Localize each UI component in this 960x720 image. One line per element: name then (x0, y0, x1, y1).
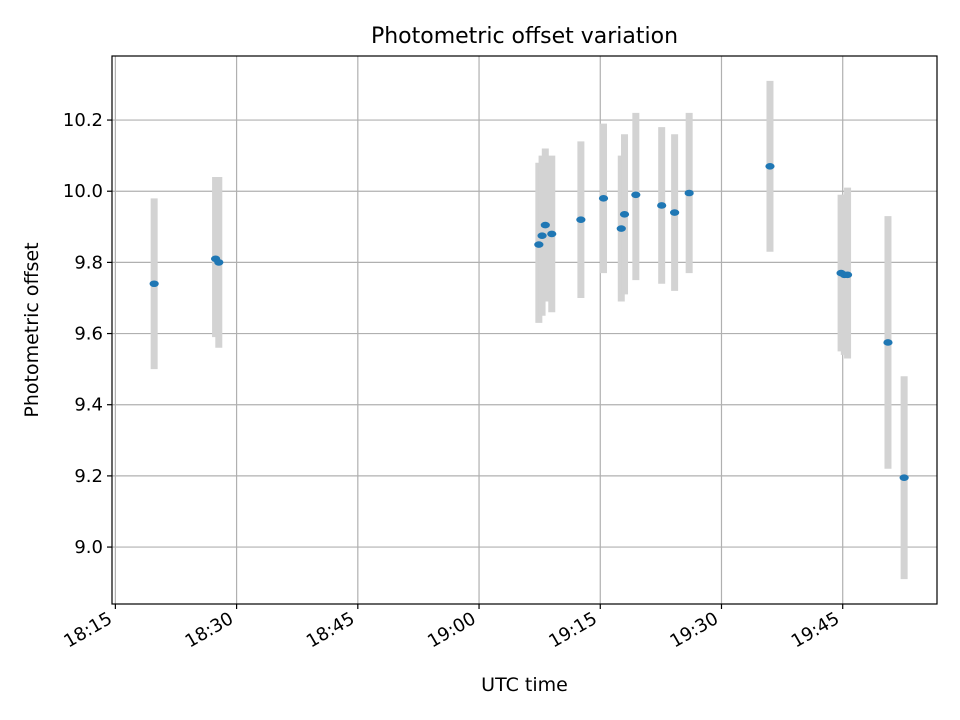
x-axis-label: UTC time (481, 674, 568, 696)
data-point (619, 211, 630, 218)
y-tick-label: 9.0 (74, 537, 103, 558)
chart-title: Photometric offset variation (371, 24, 678, 49)
y-tick-label: 9.2 (74, 466, 103, 487)
data-point (684, 189, 694, 197)
data-point (616, 225, 626, 232)
data-point (657, 202, 667, 209)
data-point (598, 195, 609, 202)
data-point (534, 241, 544, 248)
data-point (149, 280, 159, 288)
data-point (899, 474, 909, 481)
y-axis-ticks: 9.0 9.2 9.4 9.6 9.8 10.0 10.2 (63, 110, 112, 558)
data-point (214, 259, 224, 266)
data-point (883, 339, 893, 346)
y-axis-label: Photometric offset (21, 242, 43, 417)
data-point (670, 209, 680, 216)
data-point (576, 216, 586, 223)
y-tick-label: 10.0 (63, 181, 103, 202)
y-tick-label: 9.4 (74, 395, 103, 416)
plot-frame (111, 55, 938, 605)
data-point (547, 230, 557, 238)
data-point (765, 163, 775, 170)
data-point (540, 221, 550, 229)
data-points (149, 163, 909, 481)
data-point (631, 191, 641, 199)
data-point (842, 271, 853, 279)
y-tick-label: 9.6 (74, 324, 103, 345)
grid (112, 56, 937, 604)
y-tick-label: 9.8 (74, 252, 103, 273)
data-point (537, 232, 547, 240)
y-tick-label: 10.2 (63, 110, 103, 131)
